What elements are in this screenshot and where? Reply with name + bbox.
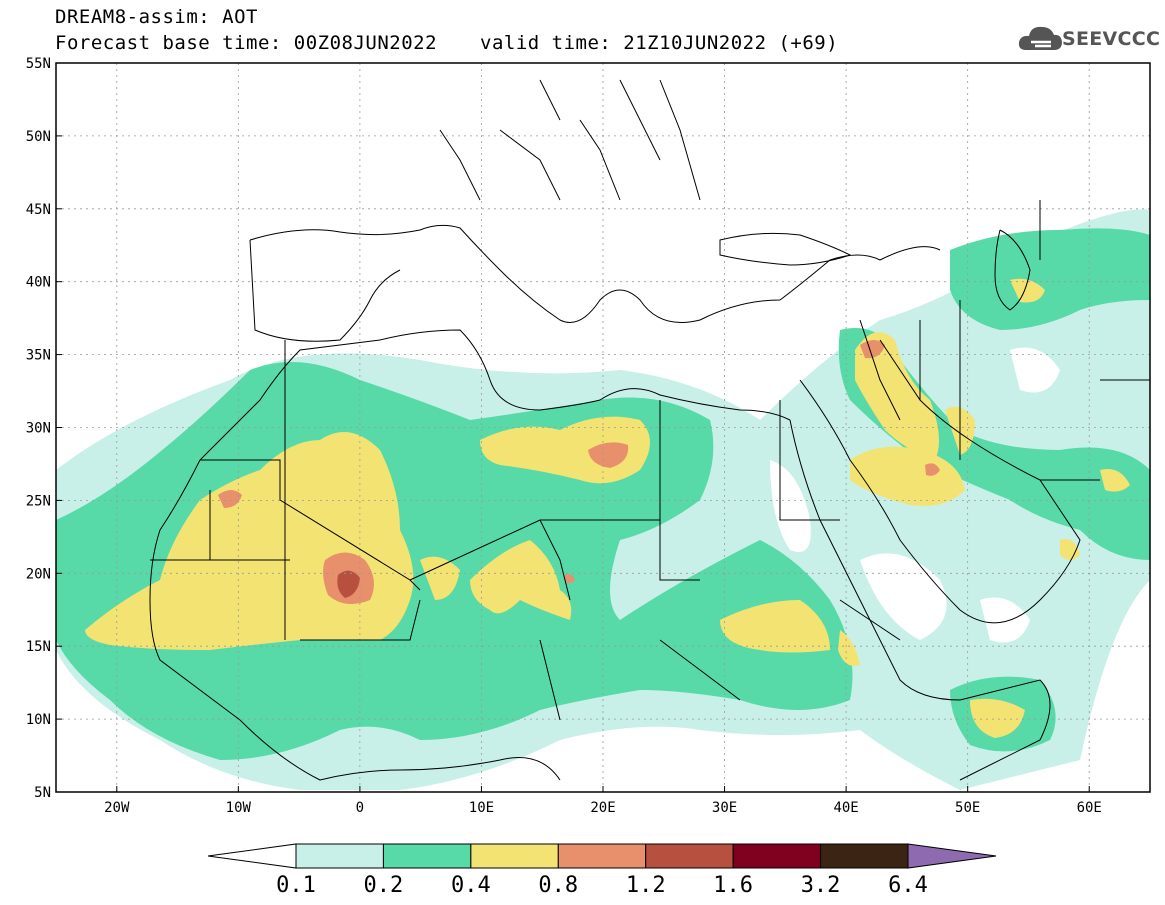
colorbar-swatch [820, 843, 909, 869]
logo-text: SEEVCCC [1062, 28, 1161, 50]
colorbar-label: 0.8 [538, 873, 578, 898]
lat-tick-label: 5N [34, 785, 51, 801]
lat-tick-label: 30N [26, 421, 51, 437]
colorbar-label: 3.2 [801, 873, 841, 898]
colorbar-swatch [557, 843, 647, 869]
cloud-icon [1018, 26, 1062, 50]
lat-tick-label: 40N [26, 275, 51, 291]
lon-tick-label: 60E [1077, 800, 1102, 816]
map-grid [56, 63, 1150, 792]
colorbar-swatch [645, 843, 734, 869]
longitude-axis: 20W 10W 0 10E 20E 30E 40E 50E 60E [104, 786, 1102, 816]
lat-tick-label: 50N [26, 129, 51, 145]
colorbar-high-triangle [907, 843, 997, 869]
lon-tick-label: 10W [226, 800, 252, 816]
lat-tick-label: 20N [26, 566, 51, 582]
map-title: DREAM8-assim: AOT [55, 6, 258, 28]
aot-field [56, 63, 1150, 792]
lat-tick-label: 10N [26, 712, 51, 728]
colorbar-swatch [295, 843, 384, 869]
valid-time: valid time: 21Z10JUN2022 (+69) [480, 32, 839, 54]
lat-tick-label: 55N [26, 56, 51, 72]
lon-tick-label: 20E [590, 800, 615, 816]
colorbar-label: 1.2 [626, 873, 666, 898]
lon-tick-label: 50E [955, 800, 980, 816]
country-borders [149, 79, 1150, 781]
colorbar-label: 6.4 [888, 873, 928, 898]
forecast-base-time: Forecast base time: 00Z08JUN2022 [55, 32, 438, 54]
colorbar-label: 0.2 [364, 873, 404, 898]
lat-tick-label: 15N [26, 639, 51, 655]
colorbar-swatch [470, 843, 559, 869]
colorbar-low-triangle [207, 843, 297, 869]
colorbar-label: 0.4 [451, 873, 491, 898]
lon-tick-label: 20W [104, 800, 130, 816]
colorbar-label: 1.6 [713, 873, 753, 898]
latitude-axis: 55N 50N 45N 40N 35N 30N 25N 20N 15N 10N 5N [26, 56, 62, 801]
colorbar-swatch [732, 843, 822, 869]
lon-tick-label: 0 [356, 800, 364, 816]
lat-tick-label: 25N [26, 493, 51, 509]
lon-tick-label: 10E [469, 800, 494, 816]
lon-tick-label: 30E [712, 800, 737, 816]
lat-tick-label: 45N [26, 202, 51, 218]
lat-tick-label: 35N [26, 348, 51, 364]
colorbar-swatch [382, 843, 472, 869]
colorbar-label: 0.1 [276, 873, 316, 898]
lon-tick-label: 40E [833, 800, 858, 816]
